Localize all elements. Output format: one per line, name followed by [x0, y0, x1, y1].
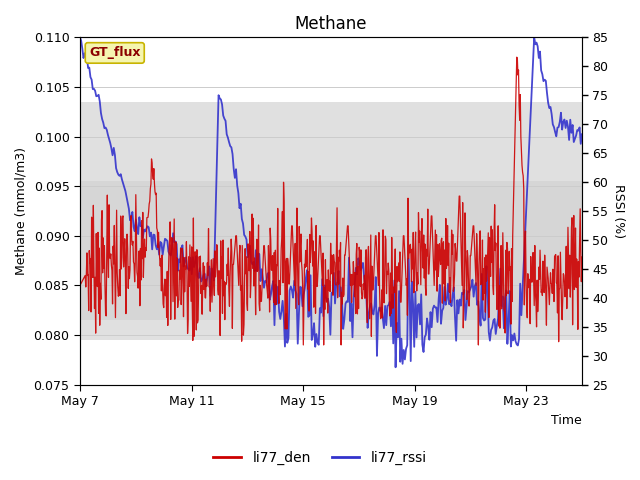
- Bar: [80, 102, 582, 340]
- Legend: li77_den, li77_rssi: li77_den, li77_rssi: [208, 445, 432, 471]
- X-axis label: Time: Time: [551, 414, 582, 427]
- Title: Methane: Methane: [294, 15, 367, 33]
- Text: GT_flux: GT_flux: [89, 47, 141, 60]
- Y-axis label: Methane (mmol/m3): Methane (mmol/m3): [15, 147, 28, 275]
- Y-axis label: RSSI (%): RSSI (%): [612, 184, 625, 238]
- Bar: [80, 181, 582, 320]
